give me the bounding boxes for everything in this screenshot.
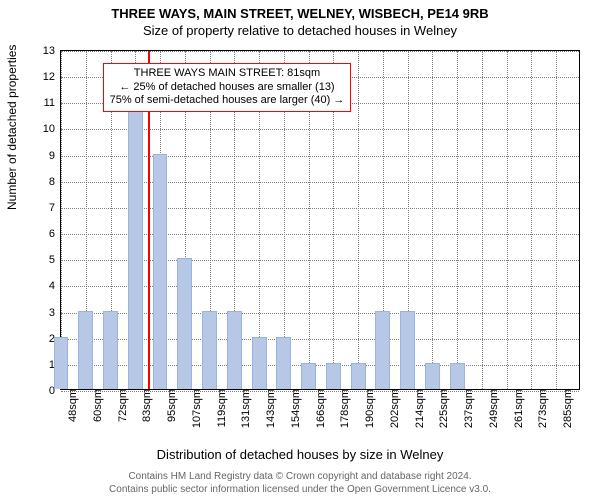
x-tick-label: 273sqm <box>535 389 549 428</box>
gridline-v <box>358 51 359 389</box>
chart-subtitle: Size of property relative to detached ho… <box>0 21 600 42</box>
annotation-line: 75% of semi-detached houses are larger (… <box>110 94 345 108</box>
x-tick-label: 166sqm <box>313 389 327 428</box>
y-tick-label: 3 <box>49 307 61 319</box>
annotation-line: THREE WAYS MAIN STREET: 81sqm <box>110 67 345 81</box>
histogram-bar <box>400 311 415 389</box>
x-tick-label: 154sqm <box>288 389 302 428</box>
x-tick-label: 237sqm <box>461 389 475 428</box>
x-tick-label: 225sqm <box>436 389 450 428</box>
histogram-bar <box>227 311 242 389</box>
histogram-bar <box>252 337 267 389</box>
footer-attribution: Contains HM Land Registry data © Crown c… <box>0 471 600 496</box>
x-tick-label: 249sqm <box>486 389 500 428</box>
x-tick-label: 143sqm <box>263 389 277 428</box>
x-tick-label: 95sqm <box>164 389 178 422</box>
y-axis-label: Number of detached properties <box>5 45 19 210</box>
gridline-v <box>531 51 532 389</box>
y-tick-label: 7 <box>49 202 61 214</box>
y-tick-label: 13 <box>43 45 61 57</box>
y-tick-label: 4 <box>49 280 61 292</box>
histogram-bar <box>202 311 217 389</box>
x-tick-label: 131sqm <box>238 389 252 428</box>
chart-container: THREE WAYS, MAIN STREET, WELNEY, WISBECH… <box>0 0 600 500</box>
histogram-bar <box>301 363 316 389</box>
histogram-bar <box>103 311 118 389</box>
gridline-v <box>507 51 508 389</box>
gridline-v <box>457 51 458 389</box>
x-tick-label: 214sqm <box>412 389 426 428</box>
histogram-bar <box>425 363 440 389</box>
histogram-bar <box>276 337 291 389</box>
annotation-line: ← 25% of detached houses are smaller (13… <box>110 81 345 95</box>
y-tick-label: 10 <box>43 123 61 135</box>
gridline-v <box>482 51 483 389</box>
histogram-bar <box>375 311 390 389</box>
chart-title: THREE WAYS, MAIN STREET, WELNEY, WISBECH… <box>0 0 600 21</box>
x-tick-label: 178sqm <box>337 389 351 428</box>
x-tick-label: 285sqm <box>560 389 574 428</box>
y-tick-label: 9 <box>49 150 61 162</box>
histogram-bar <box>351 363 366 389</box>
footer-line2: Contains public sector information licen… <box>0 484 600 497</box>
annotation-box: THREE WAYS MAIN STREET: 81sqm← 25% of de… <box>103 63 352 112</box>
x-tick-label: 60sqm <box>90 389 104 422</box>
gridline-v <box>556 51 557 389</box>
histogram-bar <box>177 258 192 389</box>
histogram-bar <box>153 154 168 389</box>
x-tick-label: 190sqm <box>362 389 376 428</box>
y-tick-label: 8 <box>49 176 61 188</box>
histogram-bar <box>128 75 143 389</box>
histogram-bar <box>326 363 341 389</box>
histogram-bar <box>450 363 465 389</box>
histogram-bar <box>78 311 93 389</box>
y-tick-label: 11 <box>44 97 61 109</box>
x-tick-label: 261sqm <box>511 389 525 428</box>
chart-area: 01234567891011121348sqm60sqm72sqm83sqm95… <box>60 50 580 420</box>
x-axis-label: Distribution of detached houses by size … <box>0 447 600 462</box>
footer-line1: Contains HM Land Registry data © Crown c… <box>0 471 600 484</box>
gridline-v <box>432 51 433 389</box>
x-tick-label: 48sqm <box>65 389 79 422</box>
y-tick-label: 6 <box>49 228 61 240</box>
x-tick-label: 107sqm <box>189 389 203 428</box>
y-tick-label: 12 <box>43 71 61 83</box>
histogram-bar <box>54 337 69 389</box>
plot-region: 01234567891011121348sqm60sqm72sqm83sqm95… <box>60 50 580 390</box>
x-tick-label: 72sqm <box>115 389 129 422</box>
x-tick-label: 83sqm <box>139 389 153 422</box>
x-tick-label: 202sqm <box>387 389 401 428</box>
y-tick-label: 5 <box>49 254 61 266</box>
gridline-h <box>61 51 579 52</box>
x-tick-label: 119sqm <box>214 389 228 427</box>
